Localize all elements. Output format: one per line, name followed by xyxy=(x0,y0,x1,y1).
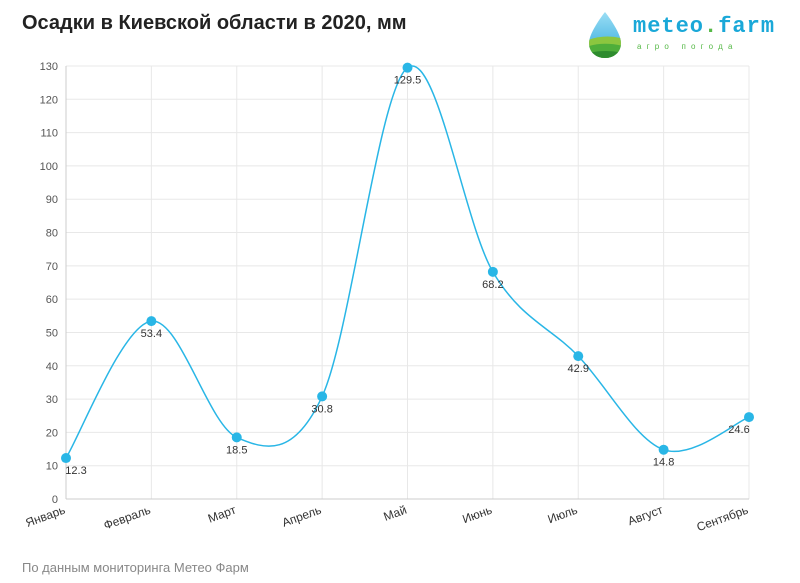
y-tick-label: 70 xyxy=(46,261,58,273)
data-label: 12.3 xyxy=(65,465,86,477)
y-tick-label: 120 xyxy=(40,94,58,106)
y-tick-label: 40 xyxy=(46,361,58,373)
y-tick-label: 0 xyxy=(52,494,58,506)
y-tick-label: 110 xyxy=(40,128,58,140)
data-point xyxy=(61,453,71,464)
x-tick-label: Июнь xyxy=(460,503,493,527)
y-tick-label: 60 xyxy=(46,294,58,306)
y-tick-label: 20 xyxy=(46,427,58,439)
x-tick-label: Март xyxy=(206,502,238,525)
y-tick-label: 90 xyxy=(46,194,58,206)
data-point xyxy=(487,266,498,277)
data-source-note: По данным мониторинга Метео Фарм xyxy=(22,560,249,575)
x-tick-label: Февраль xyxy=(102,503,153,533)
series-line xyxy=(65,65,750,459)
data-label: 18.5 xyxy=(226,444,247,456)
data-point xyxy=(573,351,584,362)
data-label: 68.2 xyxy=(482,279,503,291)
data-label: 129.5 xyxy=(394,75,422,87)
data-label: 30.8 xyxy=(311,403,332,415)
x-tick-label: Июль xyxy=(546,503,580,527)
data-point xyxy=(146,316,157,327)
data-label: 14.8 xyxy=(653,457,674,469)
data-point xyxy=(658,444,669,455)
x-tick-label: Май xyxy=(382,503,409,524)
x-tick-label: Апрель xyxy=(280,503,323,530)
y-tick-label: 80 xyxy=(46,228,58,240)
x-tick-label: Январь xyxy=(24,503,67,530)
x-tick-label: Август xyxy=(626,502,665,528)
y-tick-label: 50 xyxy=(46,327,58,339)
y-tick-label: 100 xyxy=(40,161,58,173)
logo-wordmark: meteo.farm xyxy=(633,14,776,39)
data-point xyxy=(317,391,328,402)
x-tick-label: Сентябрь xyxy=(695,503,750,535)
y-tick-label: 130 xyxy=(40,61,58,73)
chart-title: Осадки в Киевской области в 2020, мм xyxy=(22,12,407,34)
data-label: 24.6 xyxy=(728,424,749,436)
logo-tagline: агро погода xyxy=(637,42,738,51)
meteo-farm-logo: meteo.farm агро погода xyxy=(583,10,783,60)
data-point xyxy=(744,412,754,423)
drop-field-icon xyxy=(589,12,621,58)
y-tick-label: 30 xyxy=(46,394,58,406)
y-tick-label: 10 xyxy=(46,461,58,473)
data-label: 53.4 xyxy=(141,328,162,340)
data-label: 42.9 xyxy=(568,363,589,375)
data-point xyxy=(402,62,413,73)
data-point xyxy=(231,432,242,443)
